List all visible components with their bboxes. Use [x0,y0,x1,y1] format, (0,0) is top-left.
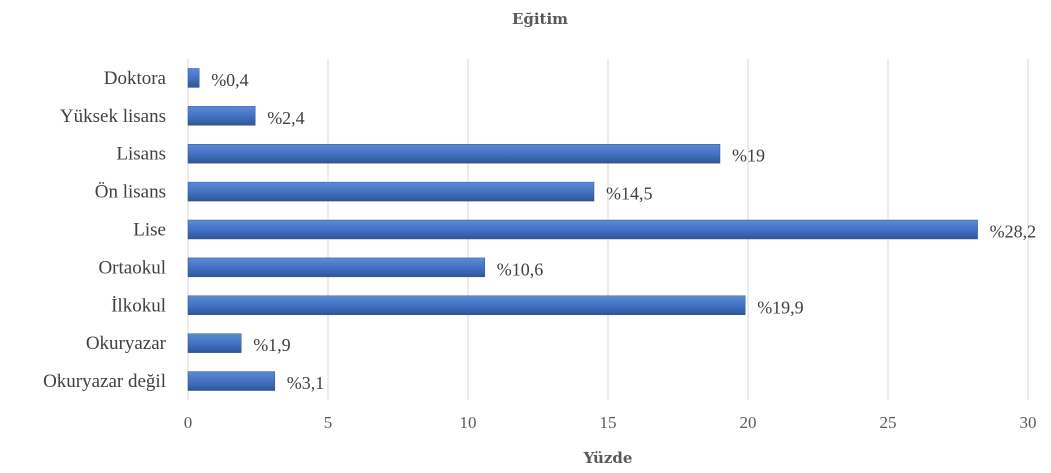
x-axis-title: Yüzde [583,449,633,467]
data-label: %2,4 [267,108,305,128]
bar [187,68,200,88]
category-label: Yüksek lisans [60,106,166,127]
category-label: Okuryazar değil [43,371,166,392]
data-label: %0,4 [211,70,249,90]
data-label: %14,5 [606,184,653,204]
x-tick-labels: 0 5 10 15 20 25 30 [184,413,1037,432]
data-label: %28,2 [990,222,1037,242]
data-label: %19,9 [757,297,804,317]
data-label: %19 [732,146,765,166]
bars [187,68,978,391]
data-labels: %0,4 %2,4 %19 %14,5 %28,2 %10,6 %19,9 %1,9 %3,1 [211,70,1036,393]
x-tick-label: 20 [740,413,757,432]
chart-title: Eğitim [512,10,568,28]
data-label: %1,9 [253,335,291,355]
category-label: Ortaokul [98,257,166,278]
data-label: %3,1 [287,373,325,393]
x-tick-label: 30 [1020,413,1037,432]
category-label: Ön lisans [95,182,166,203]
data-label: %10,6 [497,259,544,279]
x-tick-label: 15 [600,413,617,432]
category-label: Doktora [104,68,167,89]
bar [187,257,486,278]
bar [187,295,746,315]
category-label: Lise [133,220,166,241]
x-tick-label: 10 [460,413,477,432]
x-tick-label: 0 [184,413,193,432]
category-label: Okuryazar [86,333,167,354]
x-tick-label: 5 [324,413,333,432]
bar [187,106,256,126]
bar [187,181,595,202]
bar [187,333,242,353]
x-tick-label: 25 [880,413,897,432]
category-label: Lisans [116,144,166,165]
category-labels: Doktora Yüksek lisans Lisans Ön lisans Lise O… [43,68,167,392]
category-label: İlkokul [111,295,166,316]
bar [187,371,276,391]
bar [187,144,721,164]
bar [187,219,978,240]
